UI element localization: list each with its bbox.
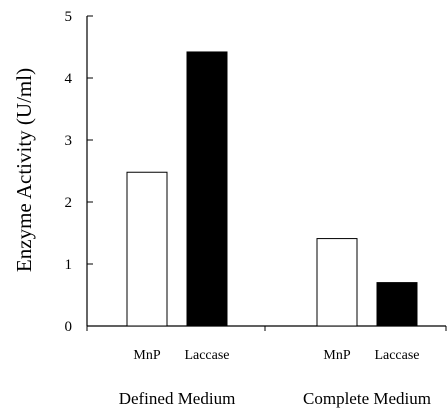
y-tick-label: 3 <box>65 133 73 149</box>
bars <box>126 51 418 327</box>
y-tick-label: 1 <box>65 257 73 273</box>
y-axis-label: Enzyme Activity (U/ml) <box>12 68 36 272</box>
bar-defined-medium-mnp <box>126 171 168 327</box>
y-tick-label: 2 <box>65 195 73 211</box>
bar-category-label: Laccase <box>184 348 229 363</box>
y-tick-label: 0 <box>65 319 73 335</box>
bar-category-label: MnP <box>323 348 350 363</box>
category-labels: MnP Laccase Defined Medium MnP Laccase Comple… <box>119 348 431 408</box>
bar-complete-medium-laccase <box>376 282 418 327</box>
y-tick-label: 4 <box>65 71 73 87</box>
y-tick-label: 5 <box>65 9 73 25</box>
bar-defined-medium-laccase <box>186 51 228 327</box>
bar-category-label: Laccase <box>374 348 419 363</box>
bar-category-label: MnP <box>133 348 160 363</box>
y-axis-ticks: 0 1 2 3 4 5 <box>65 9 93 335</box>
group-label: Complete Medium <box>303 389 431 408</box>
group-label: Defined Medium <box>119 389 236 408</box>
bar-complete-medium-mnp <box>316 238 358 327</box>
